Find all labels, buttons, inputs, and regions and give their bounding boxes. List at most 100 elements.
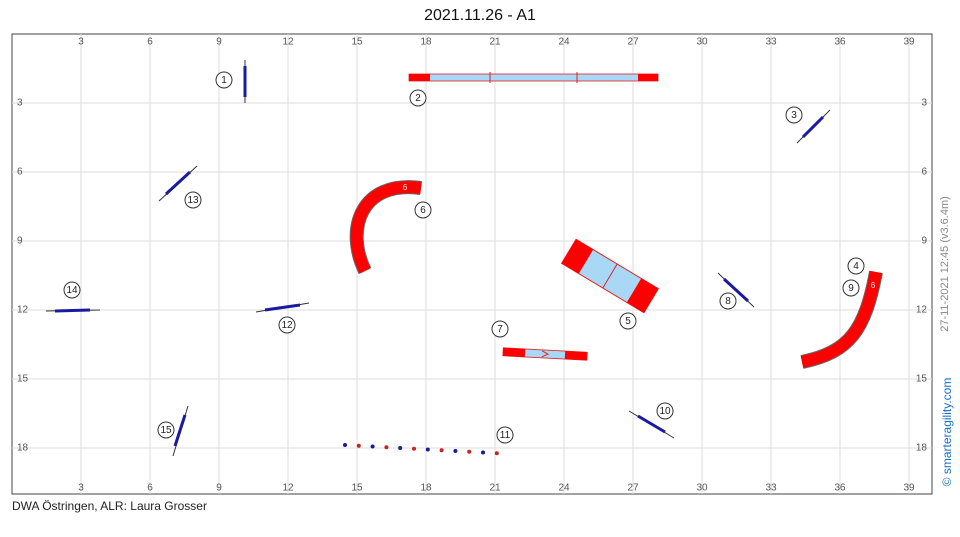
number-circle [842,279,860,297]
number-circle [414,201,432,219]
x-tick-label: 18 [420,37,432,48]
title: 2021.11.26 - A1 [424,7,536,24]
jump [628,410,675,439]
number-circle [63,281,81,299]
x-tick-label: 39 [903,37,915,48]
credit: © smarteragility.com [940,378,954,487]
course-number: 1 [221,75,227,86]
number-circle [184,191,202,209]
y-tick-label: 9 [921,236,927,247]
number-circle [157,421,175,439]
tunnel-label: 6 [871,281,876,290]
x-tick-label: 6 [147,483,153,494]
number-circle [656,402,674,420]
tunnel [800,270,882,368]
x-tick-label: 12 [282,37,294,48]
jump [717,272,755,308]
weave-poles [343,443,499,456]
weave-pole [467,449,472,454]
y-tick-label: 12 [17,305,29,316]
x-tick-label: 21 [489,483,501,494]
x-tick-label: 3 [78,483,84,494]
jump [158,165,198,202]
x-tick-label: 15 [351,37,363,48]
course-number: 8 [725,296,731,307]
seesaw [502,347,588,361]
y-tick-label: 3 [17,98,23,109]
tunnel-label: 6 [403,183,408,192]
x-tick-label: 21 [489,37,501,48]
number-circle [278,316,296,334]
weave-pole [439,448,444,453]
x-tick-label: 9 [216,483,222,494]
course-number: 2 [415,93,421,104]
number-circle [847,257,865,275]
x-tick-label: 24 [558,37,570,48]
x-tick-label: 27 [627,37,639,48]
field [11,33,933,495]
number-circle [496,426,514,444]
course-number: 7 [497,324,503,335]
jump [172,405,189,457]
x-tick-label: 33 [765,483,777,494]
x-tick-label: 33 [765,37,777,48]
jump [796,109,831,144]
course-number: 11 [500,430,511,441]
course-number: 3 [791,110,797,121]
y-tick-label: 18 [916,443,928,454]
x-tick-label: 39 [903,483,915,494]
y-tick-label: 12 [916,305,928,316]
course-number: 6 [420,205,426,216]
a-frame [560,238,660,314]
number-circle [491,320,509,338]
course-number: 10 [659,406,671,417]
weave-pole [384,445,389,450]
x-tick-label: 9 [216,37,222,48]
tunnel [350,181,422,274]
x-tick-label: 12 [282,483,294,494]
y-tick-label: 6 [17,167,23,178]
y-tick-label: 6 [921,167,927,178]
weave-pole [370,444,375,449]
y-tick-label: 9 [17,236,23,247]
number-circle [785,106,803,124]
x-tick-label: 30 [696,37,708,48]
weave-pole [494,451,499,456]
x-tick-label: 36 [834,483,846,494]
course-number: 5 [625,316,631,327]
obstacles [45,60,883,457]
course-number: 4 [853,261,859,272]
weave-pole [412,446,416,451]
weave-pole [425,447,430,452]
weave-pole [481,450,485,455]
jump [45,308,101,313]
x-tick-label: 36 [834,37,846,48]
weave-pole [343,443,347,447]
course-number: 15 [160,425,172,436]
y-tick-label: 15 [17,374,29,385]
y-tick-label: 15 [916,374,928,385]
weave-pole [356,443,361,448]
number-circle [619,312,637,330]
x-tick-label: 3 [78,37,84,48]
dog-walk [408,72,659,83]
x-tick-label: 18 [420,483,432,494]
number-circle [719,292,737,310]
number-circle [409,89,427,107]
version: 27-11-2021 12:45 (v3.6.4m) [939,196,951,332]
x-tick-label: 6 [147,37,153,48]
course-number: 14 [66,285,78,296]
x-tick-label: 30 [696,483,708,494]
weave-pole [453,449,458,453]
y-tick-label: 18 [17,443,29,454]
footer: DWA Östringen, ALR: Laura Grosser [12,499,207,513]
jump [255,302,310,313]
course-number: 9 [848,283,854,294]
x-tick-label: 27 [627,483,639,494]
course-number: 13 [187,195,199,206]
x-tick-label: 24 [558,483,570,494]
course-number: 12 [281,320,293,331]
y-tick-label: 3 [921,98,927,109]
x-tick-label: 15 [351,483,363,494]
